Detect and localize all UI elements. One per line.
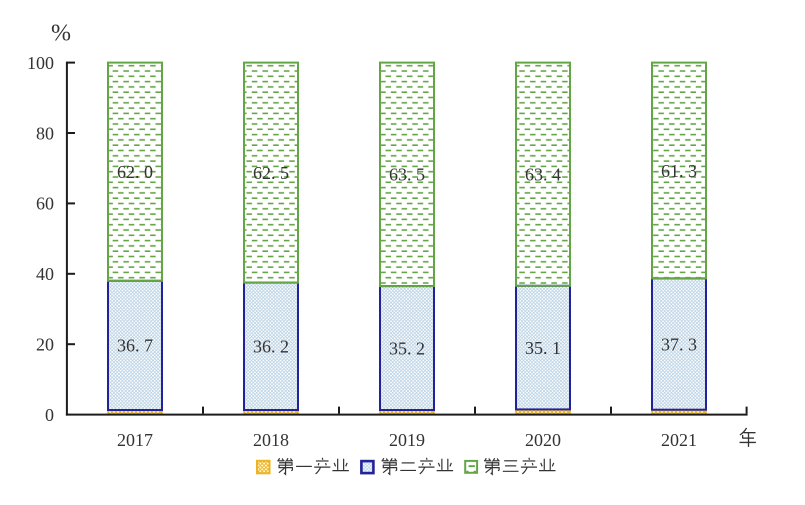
svg-text:40: 40 xyxy=(36,264,54,284)
svg-text:0: 0 xyxy=(45,405,54,425)
svg-text:2018: 2018 xyxy=(253,430,289,450)
svg-text:37. 3: 37. 3 xyxy=(661,334,697,354)
svg-text:61. 3: 61. 3 xyxy=(661,161,697,181)
svg-text:35. 2: 35. 2 xyxy=(389,338,425,358)
svg-text:%: % xyxy=(51,21,71,47)
svg-text:62. 0: 62. 0 xyxy=(117,162,153,182)
svg-text:62. 5: 62. 5 xyxy=(253,163,289,183)
svg-text:80: 80 xyxy=(36,123,54,143)
svg-text:2020: 2020 xyxy=(525,430,561,450)
svg-text:2021: 2021 xyxy=(661,430,697,450)
svg-text:36. 2: 36. 2 xyxy=(253,337,289,357)
svg-text:2019: 2019 xyxy=(389,430,425,450)
svg-text:63. 5: 63. 5 xyxy=(389,165,425,185)
svg-text:60: 60 xyxy=(36,194,54,214)
svg-text:2017: 2017 xyxy=(117,430,153,450)
svg-text:35. 1: 35. 1 xyxy=(525,338,561,358)
svg-text:63. 4: 63. 4 xyxy=(525,165,561,185)
svg-text:20: 20 xyxy=(36,335,54,355)
svg-text:100: 100 xyxy=(27,53,54,73)
svg-text:36. 7: 36. 7 xyxy=(117,336,153,356)
